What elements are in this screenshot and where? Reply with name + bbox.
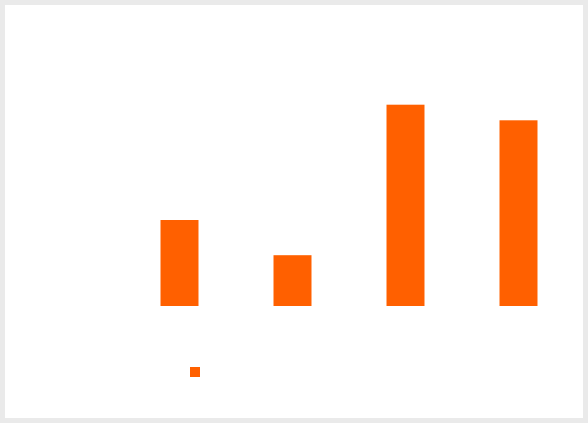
- legend-swatch: [190, 367, 200, 377]
- legend: [190, 367, 200, 377]
- bar-2: [273, 255, 312, 306]
- bar-1: [160, 220, 199, 306]
- chart-frame: [5, 5, 583, 418]
- bar-series: [160, 104, 538, 306]
- bar-4: [499, 120, 538, 306]
- bar-3: [386, 104, 425, 306]
- bar-chart: [160, 104, 538, 377]
